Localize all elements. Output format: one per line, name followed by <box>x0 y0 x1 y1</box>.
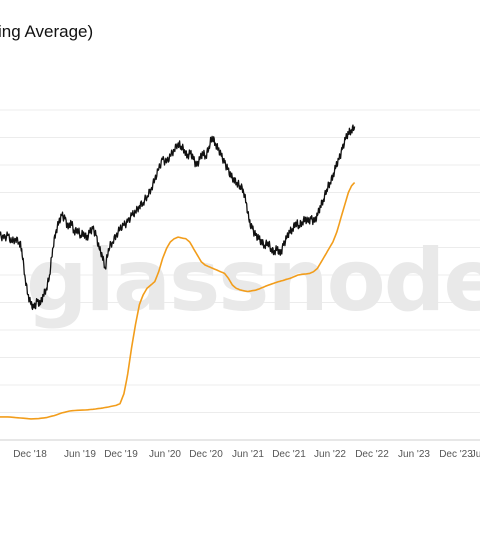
x-tick-label: Jun '22 <box>314 449 346 460</box>
price-series-line <box>0 124 356 311</box>
x-tick-label: Dec '19 <box>104 449 138 460</box>
x-tick-label: Jun '23 <box>398 449 430 460</box>
x-tick-label: Dec '22 <box>355 449 389 460</box>
x-tick-label: Dec '20 <box>189 449 223 460</box>
x-tick-label: Dec '23 <box>439 449 473 460</box>
chart-title: ing Average) <box>0 22 94 41</box>
series-group <box>0 124 356 420</box>
x-tick-label: Jun '19 <box>64 449 96 460</box>
grid-lines <box>0 109 480 441</box>
x-tick-label: Jun '21 <box>232 449 264 460</box>
average-series-line <box>0 182 356 420</box>
watermark: glassnode <box>26 231 480 331</box>
x-tick-label: Dec '21 <box>272 449 306 460</box>
x-axis-ticks: Dec '18 Jun '19 Dec '19 Jun '20 Dec '20 Jun '… <box>13 449 480 460</box>
x-tick-label: Dec '18 <box>13 449 47 460</box>
x-tick-label: Ju <box>471 449 480 460</box>
x-tick-label: Jun '20 <box>149 449 181 460</box>
